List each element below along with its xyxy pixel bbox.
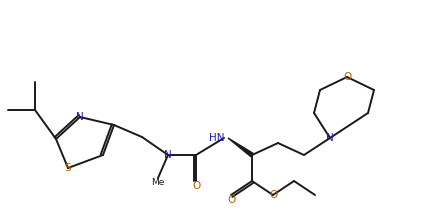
Text: N: N <box>76 112 84 122</box>
Polygon shape <box>228 138 253 157</box>
Text: N: N <box>164 150 172 160</box>
Text: O: O <box>269 190 277 200</box>
Text: O: O <box>227 195 235 205</box>
Text: HN: HN <box>208 133 224 143</box>
Text: O: O <box>343 72 351 82</box>
Text: Me: Me <box>151 178 165 187</box>
Text: O: O <box>192 181 200 191</box>
Text: S: S <box>65 163 72 173</box>
Text: N: N <box>326 133 334 143</box>
